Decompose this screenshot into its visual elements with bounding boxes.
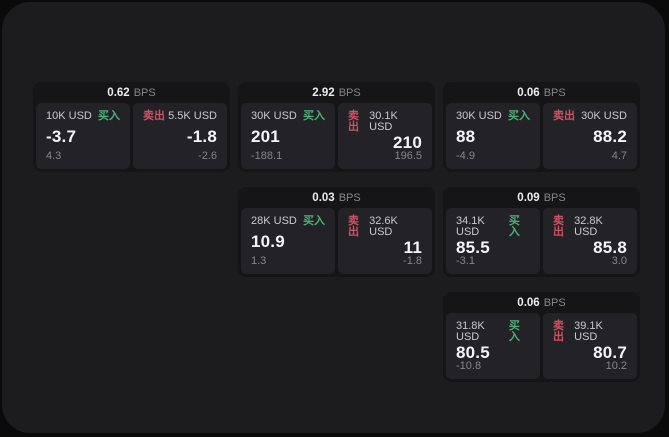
buy-sub-value: -4.9 (456, 150, 475, 162)
sell-side-label: 卖出 (553, 320, 564, 343)
sell-side-label: 卖出 (143, 110, 165, 122)
bps-unit-label: BPS (543, 296, 566, 309)
bps-value: 0.09 (517, 191, 540, 204)
sell-panel[interactable]: 卖出 30.1K USD 210 196.5 (338, 103, 432, 169)
sell-amount: 30K USD (581, 110, 627, 122)
sell-amount: 30.1K USD (369, 110, 398, 133)
buy-panel[interactable]: 10K USD 买入 -3.7 4.3 (36, 103, 130, 169)
bps-header: 2.92 BPS (241, 82, 432, 103)
sell-side-label: 卖出 (553, 110, 575, 122)
buy-panel[interactable]: 31.8K USD 买入 80.5 -10.8 (446, 313, 540, 379)
buy-side-label: 买入 (303, 215, 325, 227)
sell-panel[interactable]: 卖出 32.6K USD 11 -1.8 (338, 208, 432, 274)
bps-header: 0.62 BPS (36, 82, 227, 103)
bps-value: 0.06 (517, 86, 540, 99)
quote-card: 0.09 BPS 34.1K USD 买入 85.5 -3.1 卖出 32.8K… (443, 187, 640, 277)
sell-amount: 39.1K USD (574, 320, 603, 343)
sell-side-label: 卖出 (553, 215, 564, 238)
buy-side-label: 买入 (98, 110, 120, 122)
sell-amount: 32.8K USD (574, 215, 603, 238)
sell-amount: 5.5K USD (168, 110, 217, 122)
sell-value: 80.7 (593, 342, 627, 362)
bps-value: 0.03 (312, 191, 335, 204)
buy-amount: 30K USD (251, 110, 297, 122)
sell-sub-value: 4.7 (611, 150, 627, 162)
sell-panel[interactable]: 卖出 5.5K USD -1.8 -2.6 (133, 103, 227, 169)
bps-unit-label: BPS (338, 86, 361, 99)
quote-card: 2.92 BPS 30K USD 买入 201 -188.1 卖出 30.1K … (238, 82, 435, 172)
buy-amount: 28K USD (251, 215, 297, 227)
buy-value: 80.5 (456, 342, 490, 362)
quote-card: 0.03 BPS 28K USD 买入 10.9 1.3 卖出 32.6K US… (238, 187, 435, 277)
sell-side-label: 卖出 (348, 110, 359, 133)
buy-panel[interactable]: 30K USD 买入 201 -188.1 (241, 103, 335, 169)
buy-value: 88 (456, 127, 476, 146)
bps-unit-label: BPS (543, 191, 566, 204)
buy-sub-value: -188.1 (251, 150, 283, 162)
buy-sub-value: -10.8 (456, 360, 482, 372)
buy-sub-value: 1.3 (251, 255, 267, 267)
bps-header: 0.06 BPS (446, 82, 637, 103)
sell-panel[interactable]: 卖出 30K USD 88.2 4.7 (543, 103, 637, 169)
buy-value: 10.9 (251, 232, 285, 251)
bps-unit-label: BPS (338, 191, 361, 204)
bps-unit-label: BPS (133, 86, 156, 99)
buy-sub-value: 4.3 (46, 150, 62, 162)
quote-card: 0.06 BPS 31.8K USD 买入 80.5 -10.8 卖出 39.1… (443, 292, 640, 382)
sell-value: 11 (403, 237, 422, 257)
buy-value: 85.5 (456, 237, 490, 257)
sell-value: 210 (393, 132, 422, 152)
bps-value: 2.92 (312, 86, 335, 99)
buy-panel[interactable]: 28K USD 买入 10.9 1.3 (241, 208, 335, 274)
quote-card: 0.06 BPS 30K USD 买入 88 -4.9 卖出 30K USD 8… (443, 82, 640, 172)
sell-sub-value: -1.8 (403, 255, 422, 267)
bps-header: 0.06 BPS (446, 292, 637, 313)
bps-value: 0.06 (517, 296, 540, 309)
buy-side-label: 买入 (508, 215, 520, 238)
buy-panel[interactable]: 34.1K USD 买入 85.5 -3.1 (446, 208, 540, 274)
buy-amount: 30K USD (456, 110, 502, 122)
sell-sub-value: 196.5 (394, 150, 422, 162)
bps-unit-label: BPS (543, 86, 566, 99)
buy-amount: 10K USD (46, 110, 92, 122)
buy-side-label: 买入 (303, 110, 325, 122)
buy-side-label: 买入 (508, 110, 530, 122)
sell-value: 85.8 (593, 237, 627, 257)
sell-side-label: 卖出 (348, 215, 359, 238)
sell-sub-value: -2.6 (198, 150, 217, 162)
buy-panel[interactable]: 30K USD 买入 88 -4.9 (446, 103, 540, 169)
buy-amount: 31.8K USD (456, 320, 485, 343)
bps-value: 0.62 (107, 86, 130, 99)
bps-header: 0.09 BPS (446, 187, 637, 208)
buy-value: -3.7 (46, 127, 77, 146)
sell-amount: 32.6K USD (369, 215, 398, 238)
quotes-panel: 0.62 BPS 10K USD 买入 -3.7 4.3 卖出 5.5K USD… (2, 2, 665, 433)
sell-panel[interactable]: 卖出 32.8K USD 85.8 3.0 (543, 208, 637, 274)
sell-sub-value: 3.0 (611, 255, 627, 267)
sell-value: 88.2 (593, 127, 627, 146)
quote-card: 0.62 BPS 10K USD 买入 -3.7 4.3 卖出 5.5K USD… (33, 82, 230, 172)
buy-sub-value: -3.1 (456, 255, 475, 267)
sell-value: -1.8 (186, 127, 217, 146)
buy-amount: 34.1K USD (456, 215, 485, 238)
bps-header: 0.03 BPS (241, 187, 432, 208)
buy-side-label: 买入 (508, 320, 520, 343)
buy-value: 201 (251, 127, 280, 146)
sell-sub-value: 10.2 (605, 360, 627, 372)
sell-panel[interactable]: 卖出 39.1K USD 80.7 10.2 (543, 313, 637, 379)
